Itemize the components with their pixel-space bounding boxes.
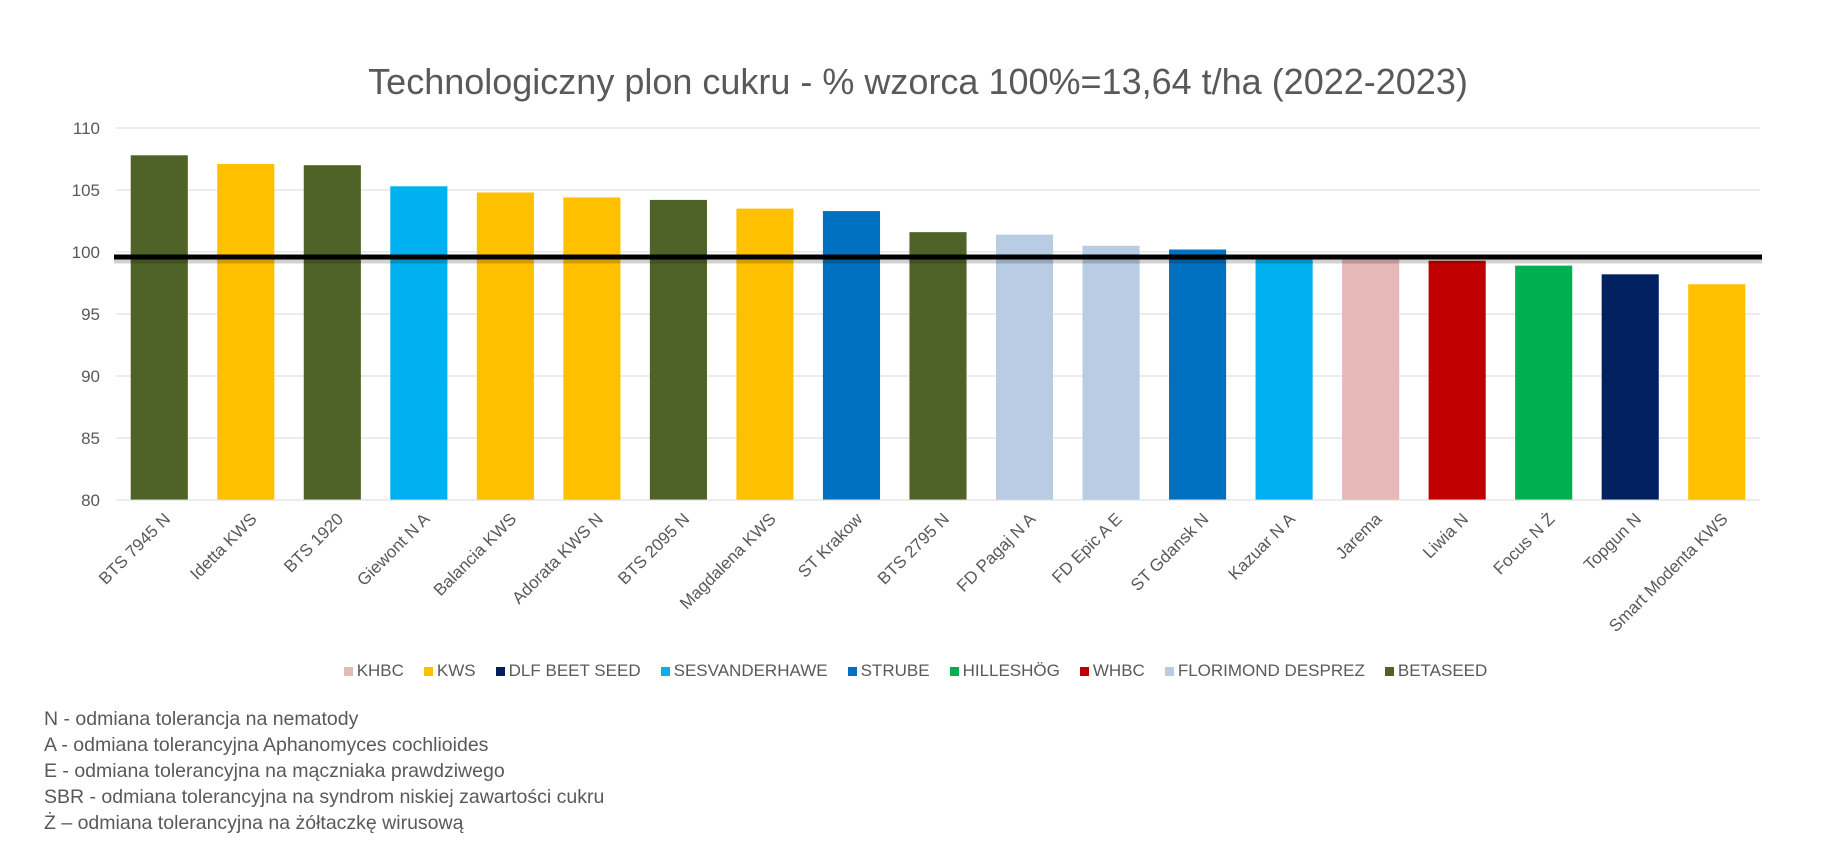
y-tick-label: 95	[81, 305, 100, 324]
legend-label: STRUBE	[860, 661, 930, 680]
y-tick-label: 105	[72, 181, 100, 200]
bar	[1169, 249, 1227, 500]
y-tick-label: 90	[81, 367, 100, 386]
x-tick-label: Kazuar N A	[1225, 509, 1300, 584]
legend-swatch	[1164, 666, 1174, 676]
bar	[1255, 254, 1313, 500]
bar	[390, 186, 448, 500]
legend-item: BETASEED	[1384, 661, 1488, 681]
bar	[563, 197, 621, 500]
legend-swatch	[495, 666, 505, 676]
bar	[736, 208, 794, 500]
bar	[1082, 245, 1140, 500]
bar	[1428, 260, 1486, 500]
x-tick-label: Focus N Ż	[1490, 509, 1559, 578]
x-tick-label: Adorata KWS N	[508, 509, 606, 607]
legend-label: BETASEED	[1397, 661, 1488, 680]
y-tick-label: 80	[81, 491, 100, 510]
bar	[1342, 255, 1400, 500]
x-tick-label: ST Gdansk N	[1127, 509, 1212, 594]
legend-label: SESVANDERHAWE	[673, 661, 828, 680]
x-tick-label: Idetta KWS	[186, 509, 260, 583]
bar	[649, 199, 707, 501]
legend-item: SESVANDERHAWE	[660, 661, 828, 681]
reference-line-group	[114, 254, 1762, 264]
x-tick-label: BTS 1920	[280, 509, 347, 576]
bar	[1515, 265, 1573, 500]
y-tick-label: 85	[81, 429, 100, 448]
note-line: Ż – odmiana tolerancyjna na żółtaczkę wi…	[44, 812, 464, 834]
bar	[1688, 284, 1746, 500]
legend-label: KWS	[436, 661, 476, 680]
legend-label: FLORIMOND DESPREZ	[1177, 661, 1365, 680]
legend-item: FLORIMOND DESPREZ	[1164, 661, 1365, 681]
legend-label: HILLESHÖG	[962, 661, 1060, 680]
note-line: N - odmiana tolerancja na nematody	[44, 708, 359, 730]
chart-title: Technologiczny plon cukru - % wzorca 100…	[368, 61, 1468, 102]
bar-chart: Technologiczny plon cukru - % wzorca 100…	[72, 61, 1762, 636]
y-axis: 80 85 90 95 100 105 110	[72, 119, 100, 510]
x-tick-label: Topgun N	[1580, 509, 1645, 574]
x-tick-label: BTS 2095 N	[614, 509, 693, 588]
bar	[909, 232, 967, 500]
legend-swatch	[1079, 666, 1089, 676]
legend-label: WHBC	[1092, 661, 1145, 680]
legend-item: WHBC	[1079, 661, 1145, 681]
x-tick-label: Liwia N	[1419, 509, 1472, 562]
legend-item: STRUBE	[847, 661, 930, 681]
bar	[303, 165, 361, 500]
x-tick-label: ST Krakow	[794, 509, 867, 582]
legend-item: HILLESHÖG	[949, 661, 1060, 681]
notes: N - odmiana tolerancja na nematody A - od…	[44, 706, 604, 836]
bar	[130, 155, 188, 500]
bar	[822, 211, 881, 500]
legend-swatch	[343, 666, 353, 676]
note-line: SBR - odmiana tolerancyjna na syndrom ni…	[44, 786, 605, 808]
x-tick-label: Giewont N A	[353, 509, 434, 590]
x-tick-label: BTS 2795 N	[874, 509, 953, 588]
legend-item: KHBC	[343, 661, 404, 681]
legend-item: KWS	[423, 661, 476, 681]
bar	[1601, 274, 1659, 500]
legend-item: DLF BEET SEED	[495, 661, 641, 681]
x-tick-label: FD Pagaj N A	[953, 509, 1040, 596]
legend: KHBC KWS DLF BEET SEED SESVANDERHAWE STRUBE H…	[0, 661, 1831, 681]
legend-label: KHBC	[356, 661, 404, 680]
legend-label: DLF BEET SEED	[508, 661, 641, 680]
y-tick-label: 110	[73, 119, 100, 138]
bar	[995, 234, 1054, 500]
x-tick-label: Magdalena KWS	[676, 509, 780, 613]
x-tick-label: Jarema	[1332, 509, 1386, 563]
legend-swatch	[847, 666, 857, 676]
note-line: E - odmiana tolerancyjna na mączniaka pr…	[44, 760, 505, 782]
legend-swatch	[949, 666, 959, 676]
x-tick-label: FD Epic A E	[1048, 509, 1126, 587]
x-axis: BTS 7945 N Idetta KWS BTS 1920 Giewont N AB…	[95, 499, 1760, 636]
x-tick-label: BTS 7945 N	[95, 509, 174, 588]
bar	[217, 163, 275, 500]
bar	[476, 192, 534, 501]
bars	[130, 155, 1746, 501]
y-tick-label: 100	[72, 243, 100, 262]
legend-swatch	[423, 666, 433, 676]
legend-swatch	[660, 666, 670, 676]
x-tick-label: Balancia KWS	[430, 509, 520, 599]
note-line: A - odmiana tolerancyjna Aphanomyces coc…	[44, 734, 489, 756]
legend-swatch	[1384, 666, 1394, 676]
